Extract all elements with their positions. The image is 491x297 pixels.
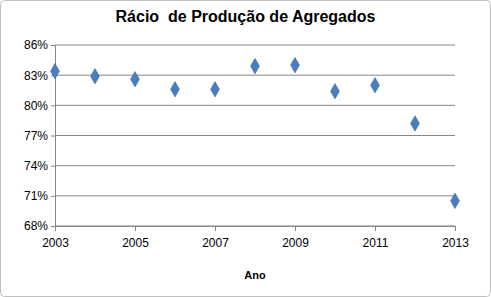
x-axis-line — [56, 227, 456, 232]
x-tick: 2005 — [122, 226, 149, 250]
y-tick-label: 68% — [24, 219, 48, 233]
x-tick-mark — [55, 226, 56, 231]
x-tick-mark — [215, 226, 216, 231]
y-tick: 86% — [24, 38, 55, 52]
y-tick-label: 83% — [24, 69, 48, 83]
point — [211, 81, 220, 97]
y-tick-mark — [51, 45, 55, 46]
y-tick-label: 80% — [24, 99, 48, 113]
y-tick: 68% — [24, 219, 55, 233]
x-tick-label: 2013 — [442, 236, 469, 250]
y-tick-label: 71% — [24, 189, 48, 203]
grid-line — [55, 75, 455, 76]
y-tick: 71% — [24, 189, 55, 203]
x-axis-title: Ano — [244, 269, 266, 281]
point — [331, 83, 340, 99]
point — [451, 193, 460, 209]
y-tick-label: 77% — [24, 129, 48, 143]
chart: 68% 71% 74% 77% 80% 83% 86% 2003 2005 2007 2009 201… — [0, 0, 491, 297]
y-tick-label: 86% — [24, 38, 48, 52]
x-tick-label: 2007 — [202, 236, 229, 250]
x-tick-label: 2009 — [282, 236, 309, 250]
y-tick-mark — [51, 105, 55, 106]
grid-line — [55, 105, 455, 106]
y-tick-label: 74% — [24, 159, 48, 173]
x-tick: 2007 — [202, 226, 229, 250]
y-tick-mark — [51, 226, 55, 227]
point — [131, 71, 140, 87]
y-tick: 74% — [24, 159, 55, 173]
grid-line — [55, 165, 455, 166]
title: Rácio de Produção de Agregados — [116, 8, 376, 25]
y-axis: 68% 71% 74% 77% 80% 83% 86% — [24, 38, 56, 233]
x-tick-label: 2005 — [122, 236, 149, 250]
x-tick-label: 2011 — [363, 236, 389, 250]
y-tick: 77% — [24, 129, 55, 143]
x-tick-mark — [375, 226, 376, 231]
point — [91, 68, 100, 84]
grid-line — [55, 135, 455, 136]
points — [51, 57, 460, 208]
y-tick-mark — [51, 136, 55, 137]
point — [291, 57, 300, 73]
x-tick-mark — [295, 226, 296, 231]
grid — [55, 45, 455, 226]
point — [171, 81, 180, 97]
y-tick: 80% — [24, 99, 55, 113]
x-tick-mark — [135, 226, 136, 231]
plot: 68% 71% 74% 77% 80% 83% 86% 2003 2005 2007 2009 201… — [24, 38, 469, 250]
x-tick-mark — [455, 226, 456, 231]
y-tick-mark — [51, 196, 55, 197]
point — [51, 63, 60, 79]
chart-frame — [1, 1, 491, 297]
x-tick: 2013 — [442, 226, 469, 250]
y-tick: 83% — [24, 69, 55, 83]
x-axis: 2003 2005 2007 2009 2011 2013 — [42, 226, 469, 250]
point — [371, 77, 380, 93]
point — [251, 58, 260, 74]
point — [411, 116, 420, 132]
x-tick: 2009 — [282, 226, 309, 250]
x-tick-label: 2003 — [42, 236, 69, 250]
x-tick: 2003 — [42, 226, 69, 250]
grid-line — [55, 45, 455, 46]
y-tick-mark — [51, 166, 55, 167]
x-tick: 2011 — [363, 226, 389, 250]
grid-line — [55, 195, 455, 196]
